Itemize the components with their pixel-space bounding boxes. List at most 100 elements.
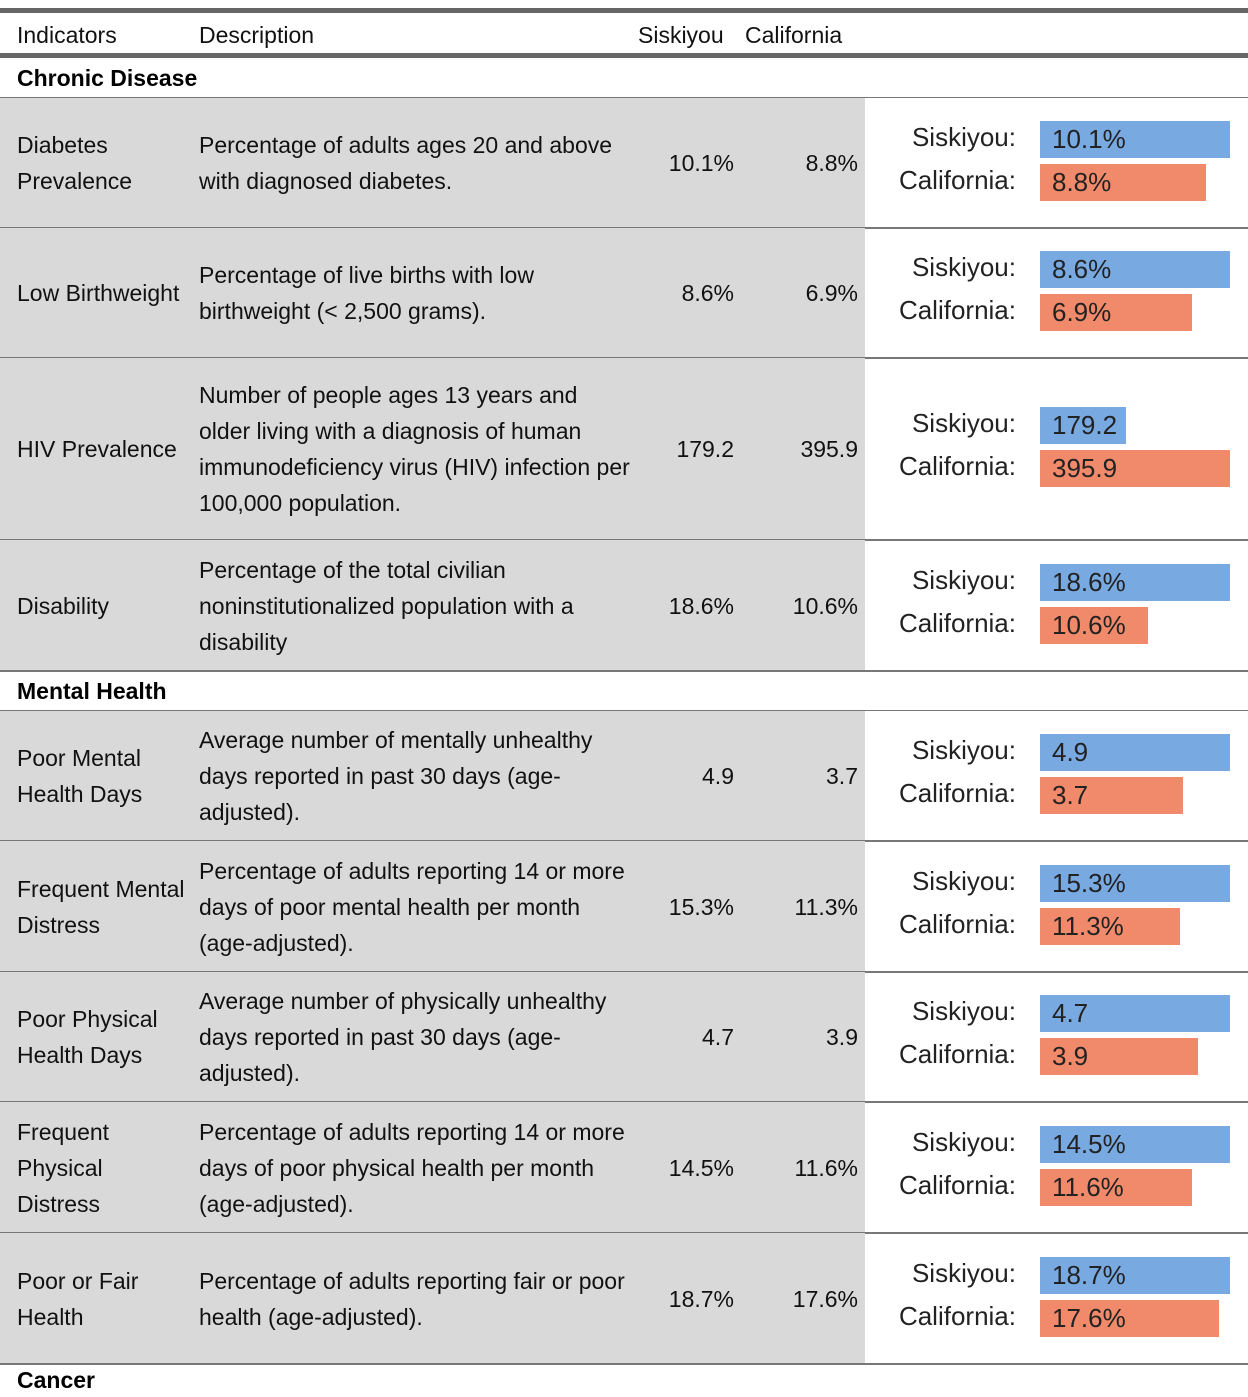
bar: 11.6% (1040, 1168, 1192, 1206)
bar-label: California: (898, 165, 1016, 195)
bar-value: 4.7 (1052, 998, 1089, 1028)
bar-label: Siskiyou: (911, 1257, 1016, 1288)
header-rule (0, 53, 1248, 58)
header-cell: Siskiyou (638, 22, 724, 48)
bar-value: 11.3% (1052, 910, 1124, 941)
rule (0, 710, 1248, 711)
california-value: 11.6% (794, 1154, 858, 1181)
row-bg (0, 711, 865, 841)
row-bg (0, 228, 865, 358)
row-bg (0, 972, 865, 1102)
bar-label: Siskiyou: (911, 408, 1016, 438)
description: Percentage of adults reporting fair or p… (199, 1267, 625, 1330)
bar-value: 395.9 (1052, 453, 1118, 483)
bar-value: 4.9 (1052, 737, 1089, 767)
bar: 15.3% (1040, 864, 1230, 902)
bar: 3.7 (1040, 777, 1184, 814)
indicator: Diabetes Prevalence (17, 132, 133, 194)
bar: 14.5% (1040, 1125, 1230, 1163)
bar-value: 8.6% (1052, 254, 1112, 284)
siskiyou-value: 4.7 (702, 1024, 734, 1050)
bar-value: 179.2 (1052, 410, 1118, 440)
bar: 18.6% (1040, 563, 1230, 601)
siskiyou-value: 18.6% (668, 592, 734, 619)
bar-value: 6.9% (1052, 297, 1112, 327)
bar-value: 18.6% (1052, 566, 1126, 597)
california-value: 17.6% (792, 1285, 858, 1312)
california-value: 6.9% (805, 280, 858, 306)
bar: 4.9 (1040, 734, 1230, 771)
bar: 8.8% (1040, 164, 1206, 201)
bar-label: California: (898, 295, 1016, 325)
bar-value: 14.5% (1052, 1128, 1126, 1159)
siskiyou-value: 8.6% (681, 280, 734, 306)
siskiyou-value: 179.2 (676, 436, 734, 462)
bar: 11.3% (1040, 907, 1181, 945)
top-rule (0, 8, 1248, 13)
bar-value: 10.6% (1052, 609, 1126, 640)
bar-label: California: (898, 778, 1016, 808)
rule (0, 97, 1248, 98)
bar-label: Siskiyou: (911, 1126, 1016, 1157)
row-bg (0, 1102, 865, 1233)
california-value: 395.9 (800, 436, 858, 462)
bar: 10.1% (1040, 121, 1230, 158)
rule (0, 670, 1248, 672)
bar-value: 17.6% (1052, 1302, 1126, 1333)
description: Percentage of the total civilian noninst… (199, 556, 574, 655)
bar-label: California: (898, 451, 1016, 481)
bar-value: 10.1% (1052, 124, 1126, 154)
bar: 4.7 (1040, 995, 1230, 1032)
siskiyou-value: 15.3% (668, 893, 734, 920)
bar-value: 3.9 (1052, 1041, 1089, 1071)
description: Average number of mentally unhealthy day… (199, 727, 593, 825)
row-bg (0, 540, 865, 671)
siskiyou-value: 4.9 (702, 763, 734, 789)
description: Number of people ages 13 years and older… (199, 382, 630, 516)
bar: 6.9% (1040, 294, 1193, 331)
description: Average number of physically unhealthy d… (199, 988, 607, 1086)
bar: 3.9 (1040, 1038, 1198, 1075)
bar-label: Siskiyou: (911, 564, 1016, 595)
bar-label: California: (898, 908, 1016, 939)
bar-value: 11.6% (1052, 1171, 1124, 1202)
bar-label: Siskiyou: (911, 252, 1016, 282)
bar-value: 15.3% (1052, 867, 1126, 898)
description: Percentage of live births with low birth… (199, 262, 534, 324)
section-title: Mental Health (17, 677, 167, 704)
siskiyou-value: 10.1% (668, 150, 734, 176)
bar: 179.2 (1040, 407, 1126, 444)
section-title: Cancer (17, 1367, 95, 1393)
indicator: Disability (17, 592, 110, 619)
indicator: Frequent Mental Distress (17, 875, 185, 938)
california-value: 3.9 (826, 1024, 858, 1050)
bar-label: Siskiyou: (911, 865, 1016, 896)
bar-label: Siskiyou: (911, 122, 1016, 152)
description: Percentage of adults ages 20 and above w… (199, 132, 613, 194)
indicator: Frequent Physical Distress (17, 1118, 110, 1217)
bar-label: California: (898, 1169, 1016, 1200)
header-cell: California (745, 22, 843, 48)
bar: 10.6% (1040, 606, 1149, 644)
bar: 18.7% (1040, 1256, 1230, 1294)
row-bg (0, 358, 865, 540)
indicator: Poor or Fair Health (17, 1267, 139, 1330)
rule (0, 1363, 1248, 1365)
description: Percentage of adults reporting 14 or mor… (199, 1118, 625, 1217)
indicator: Poor Mental Health Days (17, 745, 143, 807)
bar-label: California: (898, 1300, 1016, 1331)
california-value: 8.8% (805, 150, 858, 176)
california-value: 11.3% (794, 893, 858, 920)
bar: 395.9 (1040, 450, 1230, 487)
bar-value: 8.8% (1052, 167, 1112, 197)
siskiyou-value: 14.5% (668, 1154, 734, 1181)
description: Percentage of adults reporting 14 or mor… (199, 857, 625, 956)
indicator: HIV Prevalence (17, 436, 177, 462)
bar: 17.6% (1040, 1299, 1219, 1337)
siskiyou-value: 18.7% (668, 1285, 734, 1312)
california-value: 10.6% (792, 592, 858, 619)
bar-label: California: (898, 607, 1016, 638)
indicator: Poor Physical Health Days (17, 1006, 158, 1068)
bar-label: California: (898, 1039, 1016, 1069)
